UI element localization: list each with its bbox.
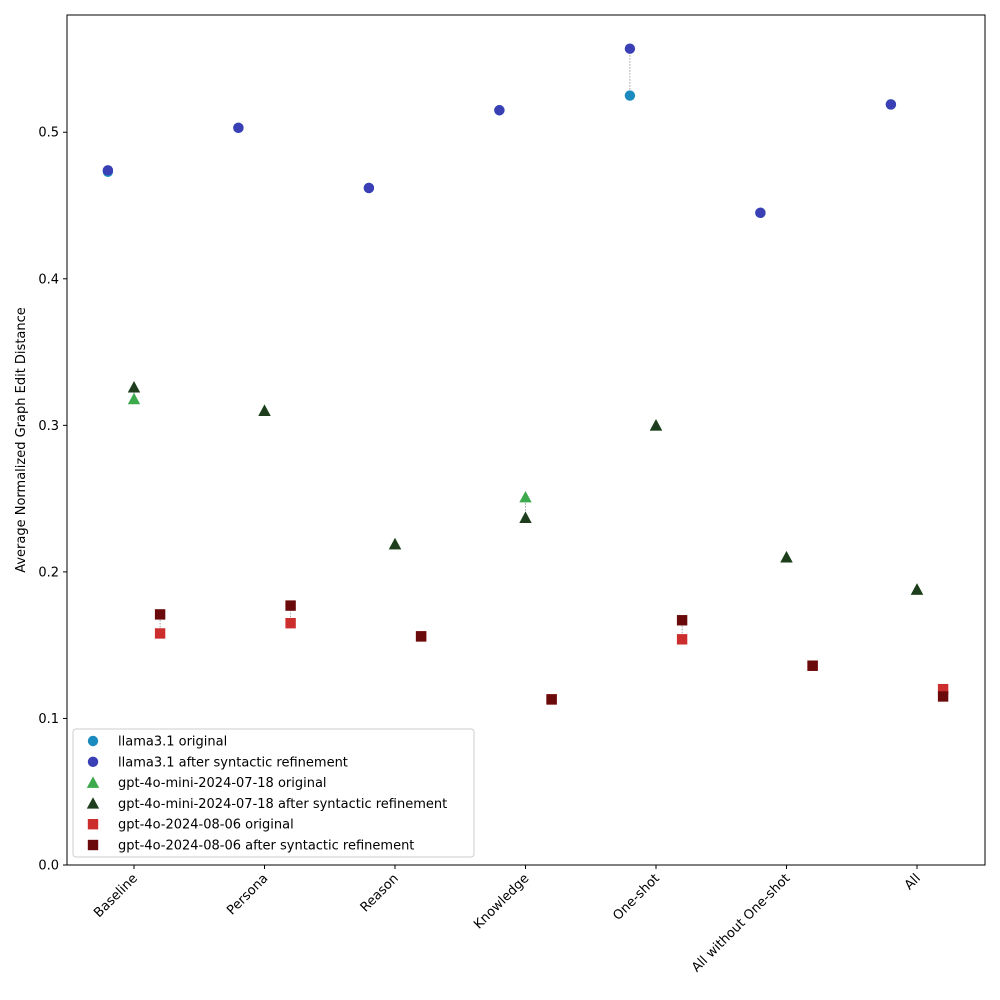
data-point: [154, 628, 166, 639]
legend-box: [72, 728, 475, 858]
data-point: [154, 609, 166, 620]
data-point: [755, 207, 766, 219]
legend-label: gpt-4o-mini-2024-07-18 after syntactic r…: [118, 797, 447, 812]
data-point: [127, 392, 141, 405]
data-point: [102, 165, 114, 176]
data-point: [885, 99, 897, 110]
data-point: [285, 617, 296, 629]
data-point: [649, 419, 663, 431]
legend-marker: [87, 756, 99, 767]
legend-marker: [87, 819, 99, 830]
legend-label: gpt-4o-2024-08-06 original: [118, 818, 294, 833]
legend-marker: [87, 839, 99, 851]
y-axis: 0.0 0.1 0.2 0.3 0.4 0.5: [38, 126, 67, 874]
legend-label: gpt-4o-2024-08-06 after syntactic refine…: [118, 839, 414, 854]
data-point: [676, 615, 688, 626]
data-point: [127, 381, 141, 393]
data-point: [780, 551, 793, 563]
data-point: [494, 105, 505, 116]
y-tick-label: 0.2: [38, 565, 59, 580]
legend-label: gpt-4o-mini-2024-07-18 original: [118, 776, 327, 791]
y-tick-label: 0.5: [38, 126, 59, 141]
data-point: [415, 631, 427, 642]
y-tick-label: 0.1: [38, 712, 59, 727]
data-point: [807, 660, 818, 671]
data-point: [676, 634, 688, 645]
data-point: [363, 182, 375, 194]
y-tick-label: 0.4: [38, 272, 59, 287]
legend-label: llama3.1 after syntactic refinement: [118, 755, 348, 770]
data-markers: [102, 43, 949, 705]
legend-marker: [86, 776, 100, 788]
legend-marker: [87, 735, 99, 747]
legend: llama3.1 original llama3.1 after syntacti…: [72, 728, 475, 858]
legend-label: llama3.1 original: [118, 735, 227, 750]
data-point: [258, 404, 271, 416]
data-point: [937, 691, 949, 702]
y-tick-label: 0.3: [38, 419, 59, 434]
data-point: [910, 583, 924, 595]
data-point: [546, 694, 557, 705]
data-point: [937, 683, 949, 695]
data-point: [285, 600, 296, 611]
data-point: [624, 90, 636, 101]
legend-marker: [86, 797, 100, 809]
data-point: [388, 537, 402, 550]
y-axis-label: Average Normalized Graph Edit Distance: [14, 307, 29, 573]
data-point: [519, 511, 532, 523]
y-tick-label: 0.0: [38, 859, 59, 874]
data-point: [519, 490, 532, 503]
data-point: [624, 43, 636, 54]
data-point: [233, 122, 244, 134]
